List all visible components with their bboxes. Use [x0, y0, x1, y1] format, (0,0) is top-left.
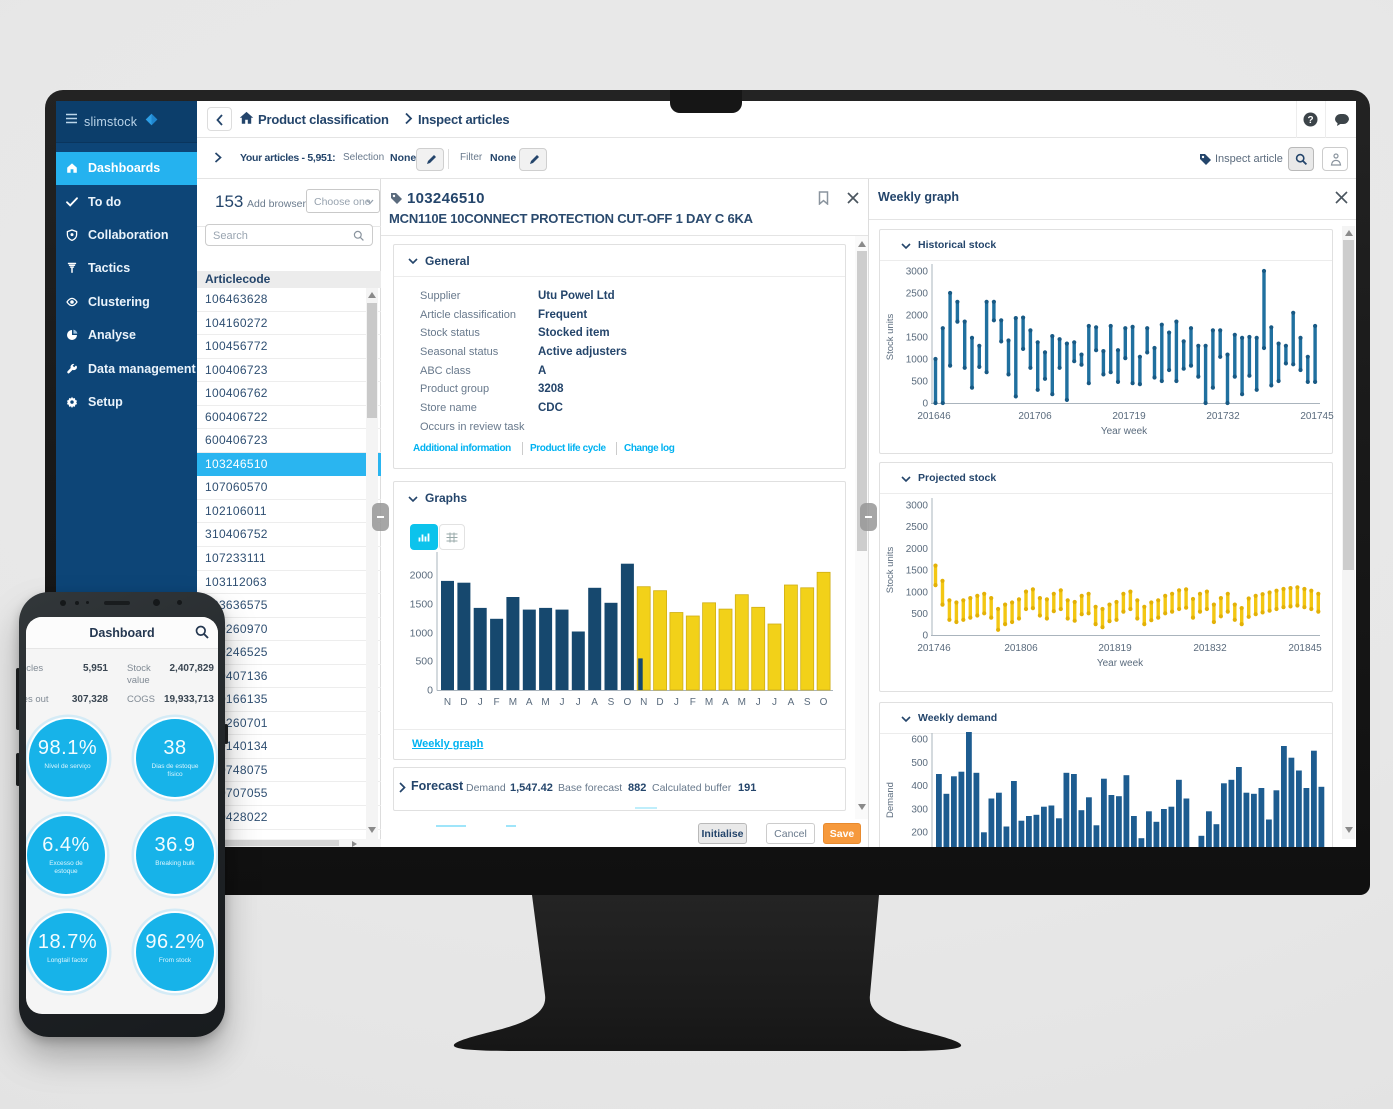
svg-text:?: ? [1307, 115, 1313, 126]
